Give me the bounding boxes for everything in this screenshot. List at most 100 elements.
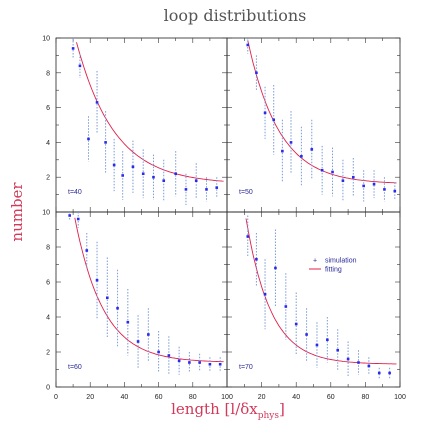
data-point: [274, 266, 277, 270]
y-tick-label: 2: [46, 350, 50, 357]
data-point: [255, 257, 258, 261]
data-point: [388, 371, 391, 375]
data-point: [326, 338, 329, 342]
data-point: [174, 172, 177, 176]
y-tick-label: 10: [42, 210, 50, 217]
data-point: [194, 179, 198, 182]
data-point: [218, 362, 222, 366]
panel-label: t=60: [68, 364, 82, 371]
data-point: [162, 179, 166, 182]
y-axis-label: number: [8, 182, 26, 242]
x-axis-label-close: ]: [279, 400, 285, 418]
data-point: [208, 362, 212, 366]
data-point: [95, 101, 99, 104]
data-point: [294, 322, 298, 326]
panel-label: t=70: [239, 364, 253, 371]
data-point: [184, 188, 188, 191]
data-point: [357, 361, 360, 364]
y-tick-label: 0: [46, 385, 50, 392]
x-tick-label: 40: [292, 394, 300, 401]
x-tick-label: 100: [221, 394, 233, 401]
data-point: [157, 350, 160, 354]
data-point: [76, 217, 80, 221]
x-axis-label-math: [l/δx: [225, 400, 259, 418]
data-point: [284, 305, 288, 308]
y-tick-label: 4: [46, 140, 50, 147]
data-point: [372, 182, 376, 186]
data-point: [68, 214, 71, 217]
x-axis-label: length [l/δxphys]: [171, 400, 285, 421]
data-point: [215, 186, 219, 189]
panel-t-40: t=40: [55, 37, 228, 213]
y-tick-label: 6: [46, 280, 50, 287]
data-point: [331, 170, 334, 174]
x-axis-label-word: length: [171, 400, 220, 418]
x-tick-label: 60: [327, 394, 335, 401]
data-point: [246, 43, 250, 47]
data-point: [255, 71, 258, 75]
panel-label: t=50: [239, 189, 253, 196]
fitting-curve: [74, 217, 224, 363]
data-point: [121, 174, 124, 177]
data-point: [315, 343, 319, 347]
data-point: [300, 155, 303, 158]
data-point: [126, 320, 130, 324]
data-point: [320, 168, 324, 172]
data-point: [136, 340, 140, 343]
legend-label-fitting: fitting: [325, 267, 342, 274]
y-tick-label: 2: [46, 175, 50, 182]
legend-label-simulation: simulation: [325, 258, 357, 265]
legend: + simulation fitting: [309, 258, 357, 274]
data-point: [71, 47, 75, 50]
data-point: [377, 371, 381, 375]
data-point: [362, 184, 365, 188]
data-point: [147, 333, 150, 336]
panel-frame: [55, 37, 228, 213]
data-point: [85, 249, 89, 252]
data-point: [281, 149, 284, 153]
data-point: [263, 111, 267, 115]
data-point: [310, 148, 314, 151]
data-point: [383, 188, 386, 191]
x-tick-label: 100: [394, 394, 406, 401]
data-point: [272, 118, 276, 122]
data-point: [205, 188, 208, 191]
data-point: [141, 172, 145, 176]
data-point: [289, 141, 293, 144]
data-point: [152, 175, 155, 179]
panel-t-50: t=50: [226, 37, 401, 213]
y-tick-label: 8: [46, 70, 50, 77]
x-tick-label: 20: [258, 394, 266, 401]
chart-title: loop distributions: [164, 6, 307, 25]
data-point: [95, 278, 99, 282]
data-point: [106, 296, 109, 300]
legend-marker-simulation: +: [313, 258, 317, 265]
data-point: [112, 163, 116, 167]
panel-label: t=40: [68, 189, 82, 196]
data-point: [188, 361, 191, 364]
data-point: [167, 354, 171, 357]
data-point: [341, 179, 345, 182]
data-point: [393, 189, 397, 193]
x-tick-label: 20: [86, 394, 94, 401]
data-point: [246, 235, 250, 238]
data-point: [116, 306, 119, 310]
panel-t-70: t=70: [226, 211, 401, 388]
data-point: [351, 175, 355, 179]
data-point: [104, 141, 107, 144]
data-point: [131, 165, 135, 169]
panel-t-60: t=60: [55, 211, 228, 388]
data-point: [367, 364, 371, 368]
y-tick-label: 10: [42, 36, 50, 43]
x-axis-label-sub: phys: [258, 411, 280, 421]
data-point: [78, 64, 82, 68]
x-tick-label: 40: [121, 394, 129, 401]
fitting-curve: [76, 42, 224, 182]
data-point: [198, 361, 201, 364]
y-tick-label: 4: [46, 315, 50, 322]
data-point: [346, 357, 350, 361]
data-point: [336, 348, 340, 352]
y-tick-label: 6: [46, 105, 50, 112]
